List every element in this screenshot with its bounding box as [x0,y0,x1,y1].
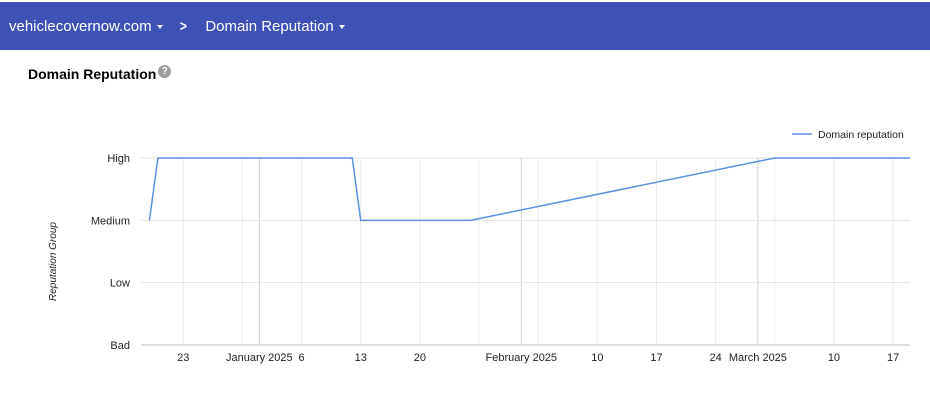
y-tick-label: High [107,153,130,165]
section-selector-label: Domain Reputation [205,17,334,35]
caret-down-icon [338,24,345,29]
x-tick-label: 17 [887,352,899,364]
domain-selector[interactable]: vehiclecovernow.com [9,18,163,35]
x-tick-label: 6 [298,352,304,364]
x-tick-label: 13 [355,352,367,364]
y-tick-label: Medium [91,215,130,227]
caret-down-icon [156,24,163,29]
x-tick-label: February 2025 [486,352,558,364]
y-tick-label: Low [110,278,130,290]
page-title: Domain Reputation [28,66,157,82]
domain-selector-label: vehiclecovernow.com [9,17,152,35]
x-tick-label: 10 [591,352,603,364]
y-axis-title: Reputation Group [48,222,59,301]
series-line-domain-reputation [148,157,910,222]
x-tick-label: 24 [710,352,722,364]
x-tick-label: 23 [177,352,189,364]
x-tick-label: 20 [414,352,426,364]
top-bar: vehiclecovernow.com > Domain Reputation [0,2,930,50]
x-tick-label: January 2025 [226,352,293,364]
y-tick-label: Bad [110,340,130,352]
x-tick-label: 17 [650,352,662,364]
breadcrumb-separator: > [179,17,187,35]
legend-label: Domain reputation [818,129,904,141]
page-title-row: Domain Reputation ? [28,64,172,82]
help-icon[interactable]: ? [158,64,172,78]
section-selector[interactable]: Domain Reputation [205,17,345,35]
x-tick-label: March 2025 [729,352,787,364]
x-tick-label: 10 [828,352,840,364]
